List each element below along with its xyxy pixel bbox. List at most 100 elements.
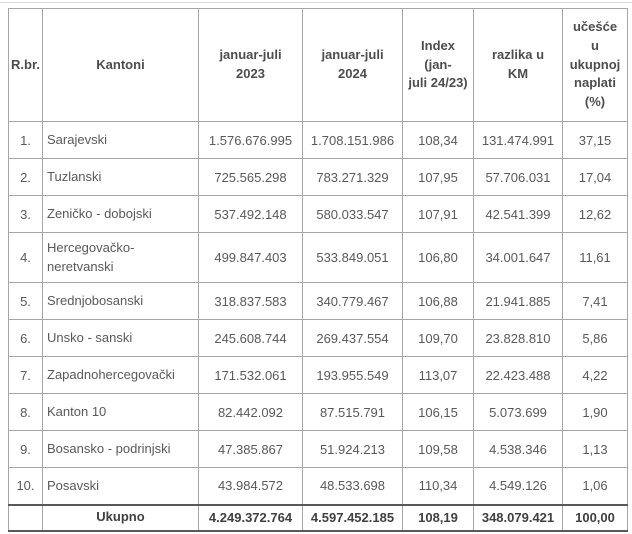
cell-ucesce: 11,61 [562, 232, 628, 283]
cell-ucesce: 4,22 [562, 356, 628, 394]
table-total-row: Ukupno 4.249.372.764 4.597.452.185 108,1… [8, 503, 628, 532]
col-header-2024: januar-juli 2024 [302, 8, 403, 122]
cell-2024: 1.708.151.986 [302, 121, 403, 159]
table-row: 6. Unsko - sanski 245.608.744 269.437.55… [8, 319, 628, 357]
cell-ucesce: 5,86 [562, 319, 628, 357]
total-cell-ucesce: 100,00 [562, 503, 628, 532]
cell-ucesce: 37,15 [562, 121, 628, 159]
col-header-rbr: R.br. [8, 8, 43, 122]
cell-2023: 499.847.403 [198, 232, 303, 283]
cell-2023: 537.492.148 [198, 195, 303, 233]
cell-razlika: 4.538.346 [473, 430, 563, 468]
cell-2024: 48.533.698 [302, 467, 403, 505]
table-row: 5. Srednjobosanski 318.837.583 340.779.4… [8, 282, 628, 320]
cell-rbr: 8. [8, 393, 43, 431]
cell-ucesce: 1,06 [562, 467, 628, 505]
table-row: 3. Zeničko - dobojski 537.492.148 580.03… [8, 195, 628, 233]
total-cell-label: Ukupno [42, 503, 199, 532]
cell-2023: 171.532.061 [198, 356, 303, 394]
cell-index: 106,80 [402, 232, 474, 283]
cell-2023: 82.442.092 [198, 393, 303, 431]
cell-razlika: 4.549.126 [473, 467, 563, 505]
cell-ucesce: 12,62 [562, 195, 628, 233]
cell-ucesce: 1,13 [562, 430, 628, 468]
cell-rbr: 6. [8, 319, 43, 357]
cell-2024: 87.515.791 [302, 393, 403, 431]
cell-index: 113,07 [402, 356, 474, 394]
cell-kanton: Tuzlanski [42, 158, 199, 196]
cell-razlika: 131.474.991 [473, 121, 563, 159]
cell-ucesce: 7,41 [562, 282, 628, 320]
cell-kanton: Unsko - sanski [42, 319, 199, 357]
table-row: 10. Posavski 43.984.572 48.533.698 110,3… [8, 467, 628, 505]
cell-2024: 193.955.549 [302, 356, 403, 394]
cell-index: 110,34 [402, 467, 474, 505]
cell-index: 109,58 [402, 430, 474, 468]
cell-2024: 580.033.547 [302, 195, 403, 233]
cell-2024: 340.779.467 [302, 282, 403, 320]
col-header-razlika: razlika u KM [473, 8, 563, 122]
cell-kanton: Bosansko - podrinjski [42, 430, 199, 468]
cell-kanton: Posavski [42, 467, 199, 505]
cell-ucesce: 1,90 [562, 393, 628, 431]
cell-rbr: 7. [8, 356, 43, 394]
cell-razlika: 5.073.699 [473, 393, 563, 431]
cell-rbr: 1. [8, 121, 43, 159]
cell-kanton: Zeničko - dobojski [42, 195, 199, 233]
col-header-2023: januar-juli 2023 [198, 8, 303, 122]
cell-2024: 533.849.051 [302, 232, 403, 283]
cell-2024: 783.271.329 [302, 158, 403, 196]
cell-razlika: 22.423.488 [473, 356, 563, 394]
cell-razlika: 21.941.885 [473, 282, 563, 320]
cell-index: 107,91 [402, 195, 474, 233]
header-row: R.br. Kantoni januar-juli 2023 januar-ju… [8, 8, 628, 122]
cell-index: 109,70 [402, 319, 474, 357]
table-row: 2. Tuzlanski 725.565.298 783.271.329 107… [8, 158, 628, 196]
cell-rbr: 5. [8, 282, 43, 320]
cell-kanton: Zapadnohercegovački [42, 356, 199, 394]
table-row: 1. Sarajevski 1.576.676.995 1.708.151.98… [8, 121, 628, 159]
total-cell-2023: 4.249.372.764 [198, 503, 303, 532]
cell-razlika: 34.001.647 [473, 232, 563, 283]
cell-kanton: Hercegovačko-neretvanski [42, 232, 199, 283]
cell-rbr: 3. [8, 195, 43, 233]
cell-2024: 269.437.554 [302, 319, 403, 357]
cell-2023: 47.385.867 [198, 430, 303, 468]
table-body: 1. Sarajevski 1.576.676.995 1.708.151.98… [8, 121, 628, 532]
table-row: 7. Zapadnohercegovački 171.532.061 193.9… [8, 356, 628, 394]
cell-index: 106,88 [402, 282, 474, 320]
cell-razlika: 42.541.399 [473, 195, 563, 233]
total-cell-razlika: 348.079.421 [473, 503, 563, 532]
table-header: R.br. Kantoni januar-juli 2023 januar-ju… [8, 8, 628, 122]
cell-2023: 1.576.676.995 [198, 121, 303, 159]
cell-rbr: 9. [8, 430, 43, 468]
cell-razlika: 57.706.031 [473, 158, 563, 196]
cantons-revenue-table: R.br. Kantoni januar-juli 2023 januar-ju… [8, 8, 628, 532]
cell-2024: 51.924.213 [302, 430, 403, 468]
cell-rbr: 2. [8, 158, 43, 196]
cell-index: 106,15 [402, 393, 474, 431]
top-divider-line [0, 2, 632, 3]
col-header-index: Index (jan- juli 24/23) [402, 8, 474, 122]
col-header-kantoni: Kantoni [42, 8, 199, 122]
cell-2023: 43.984.572 [198, 467, 303, 505]
cell-rbr: 4. [8, 232, 43, 283]
table-row: 8. Kanton 10 82.442.092 87.515.791 106,1… [8, 393, 628, 431]
cell-rbr: 10. [8, 467, 43, 505]
total-cell-2024: 4.597.452.185 [302, 503, 403, 532]
cell-kanton: Srednjobosanski [42, 282, 199, 320]
cell-2023: 318.837.583 [198, 282, 303, 320]
cell-2023: 245.608.744 [198, 319, 303, 357]
total-cell-index: 108,19 [402, 503, 474, 532]
cell-ucesce: 17,04 [562, 158, 628, 196]
total-cell-rbr [8, 503, 43, 532]
cell-kanton: Kanton 10 [42, 393, 199, 431]
cell-2023: 725.565.298 [198, 158, 303, 196]
table-row: 4. Hercegovačko-neretvanski 499.847.403 … [8, 232, 628, 283]
cell-kanton: Sarajevski [42, 121, 199, 159]
table-row: 9. Bosansko - podrinjski 47.385.867 51.9… [8, 430, 628, 468]
cell-razlika: 23.828.810 [473, 319, 563, 357]
cell-index: 107,95 [402, 158, 474, 196]
col-header-ucesce: učešće u ukupnoj naplati (%) [562, 8, 628, 122]
